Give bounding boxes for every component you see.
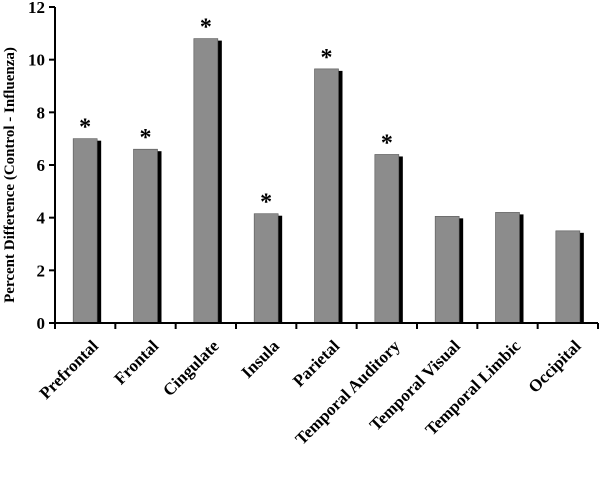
significance-markers: * * * * * * [79,15,393,216]
y-tick-label: 10 [28,51,45,70]
bar-cingulate [193,38,219,324]
axes [54,7,598,324]
significance-star: * [140,125,152,151]
y-axis-ticks: 0 2 4 6 8 10 12 [28,0,599,333]
significance-star: * [381,130,393,156]
significance-star: * [79,115,91,141]
bar-temporal-limbic [495,212,520,324]
x-tick-label: Frontal [110,336,162,388]
significance-star: * [321,45,333,71]
bar-temporal-visual [434,216,460,324]
x-tick-label: Prefrontal [36,336,103,403]
significance-star: * [260,190,272,216]
bar-frontal [133,148,158,324]
x-tick-label: Insula [237,336,283,382]
y-tick-label: 4 [37,209,46,228]
bar-parietal [314,68,339,324]
bar-occipital [555,230,581,324]
bar-prefrontal [72,138,98,324]
y-axis-title: Percent Difference (Control - Influenza) [2,47,18,303]
bar-temporal-auditory [374,154,400,324]
y-tick-label: 12 [28,0,45,17]
y-tick-label: 2 [37,261,46,280]
bar-insula [253,213,279,324]
x-tick-label: Cingulate [159,336,223,400]
y-tick-label: 8 [37,103,46,122]
x-tick-label: Parietal [289,336,343,390]
x-tick-label: Occipital [524,336,584,396]
x-tick-label: Temporal Auditory [291,336,404,449]
bars [72,38,584,324]
y-tick-label: 6 [37,156,46,175]
y-tick-label: 0 [37,314,46,333]
significance-star: * [200,15,212,41]
